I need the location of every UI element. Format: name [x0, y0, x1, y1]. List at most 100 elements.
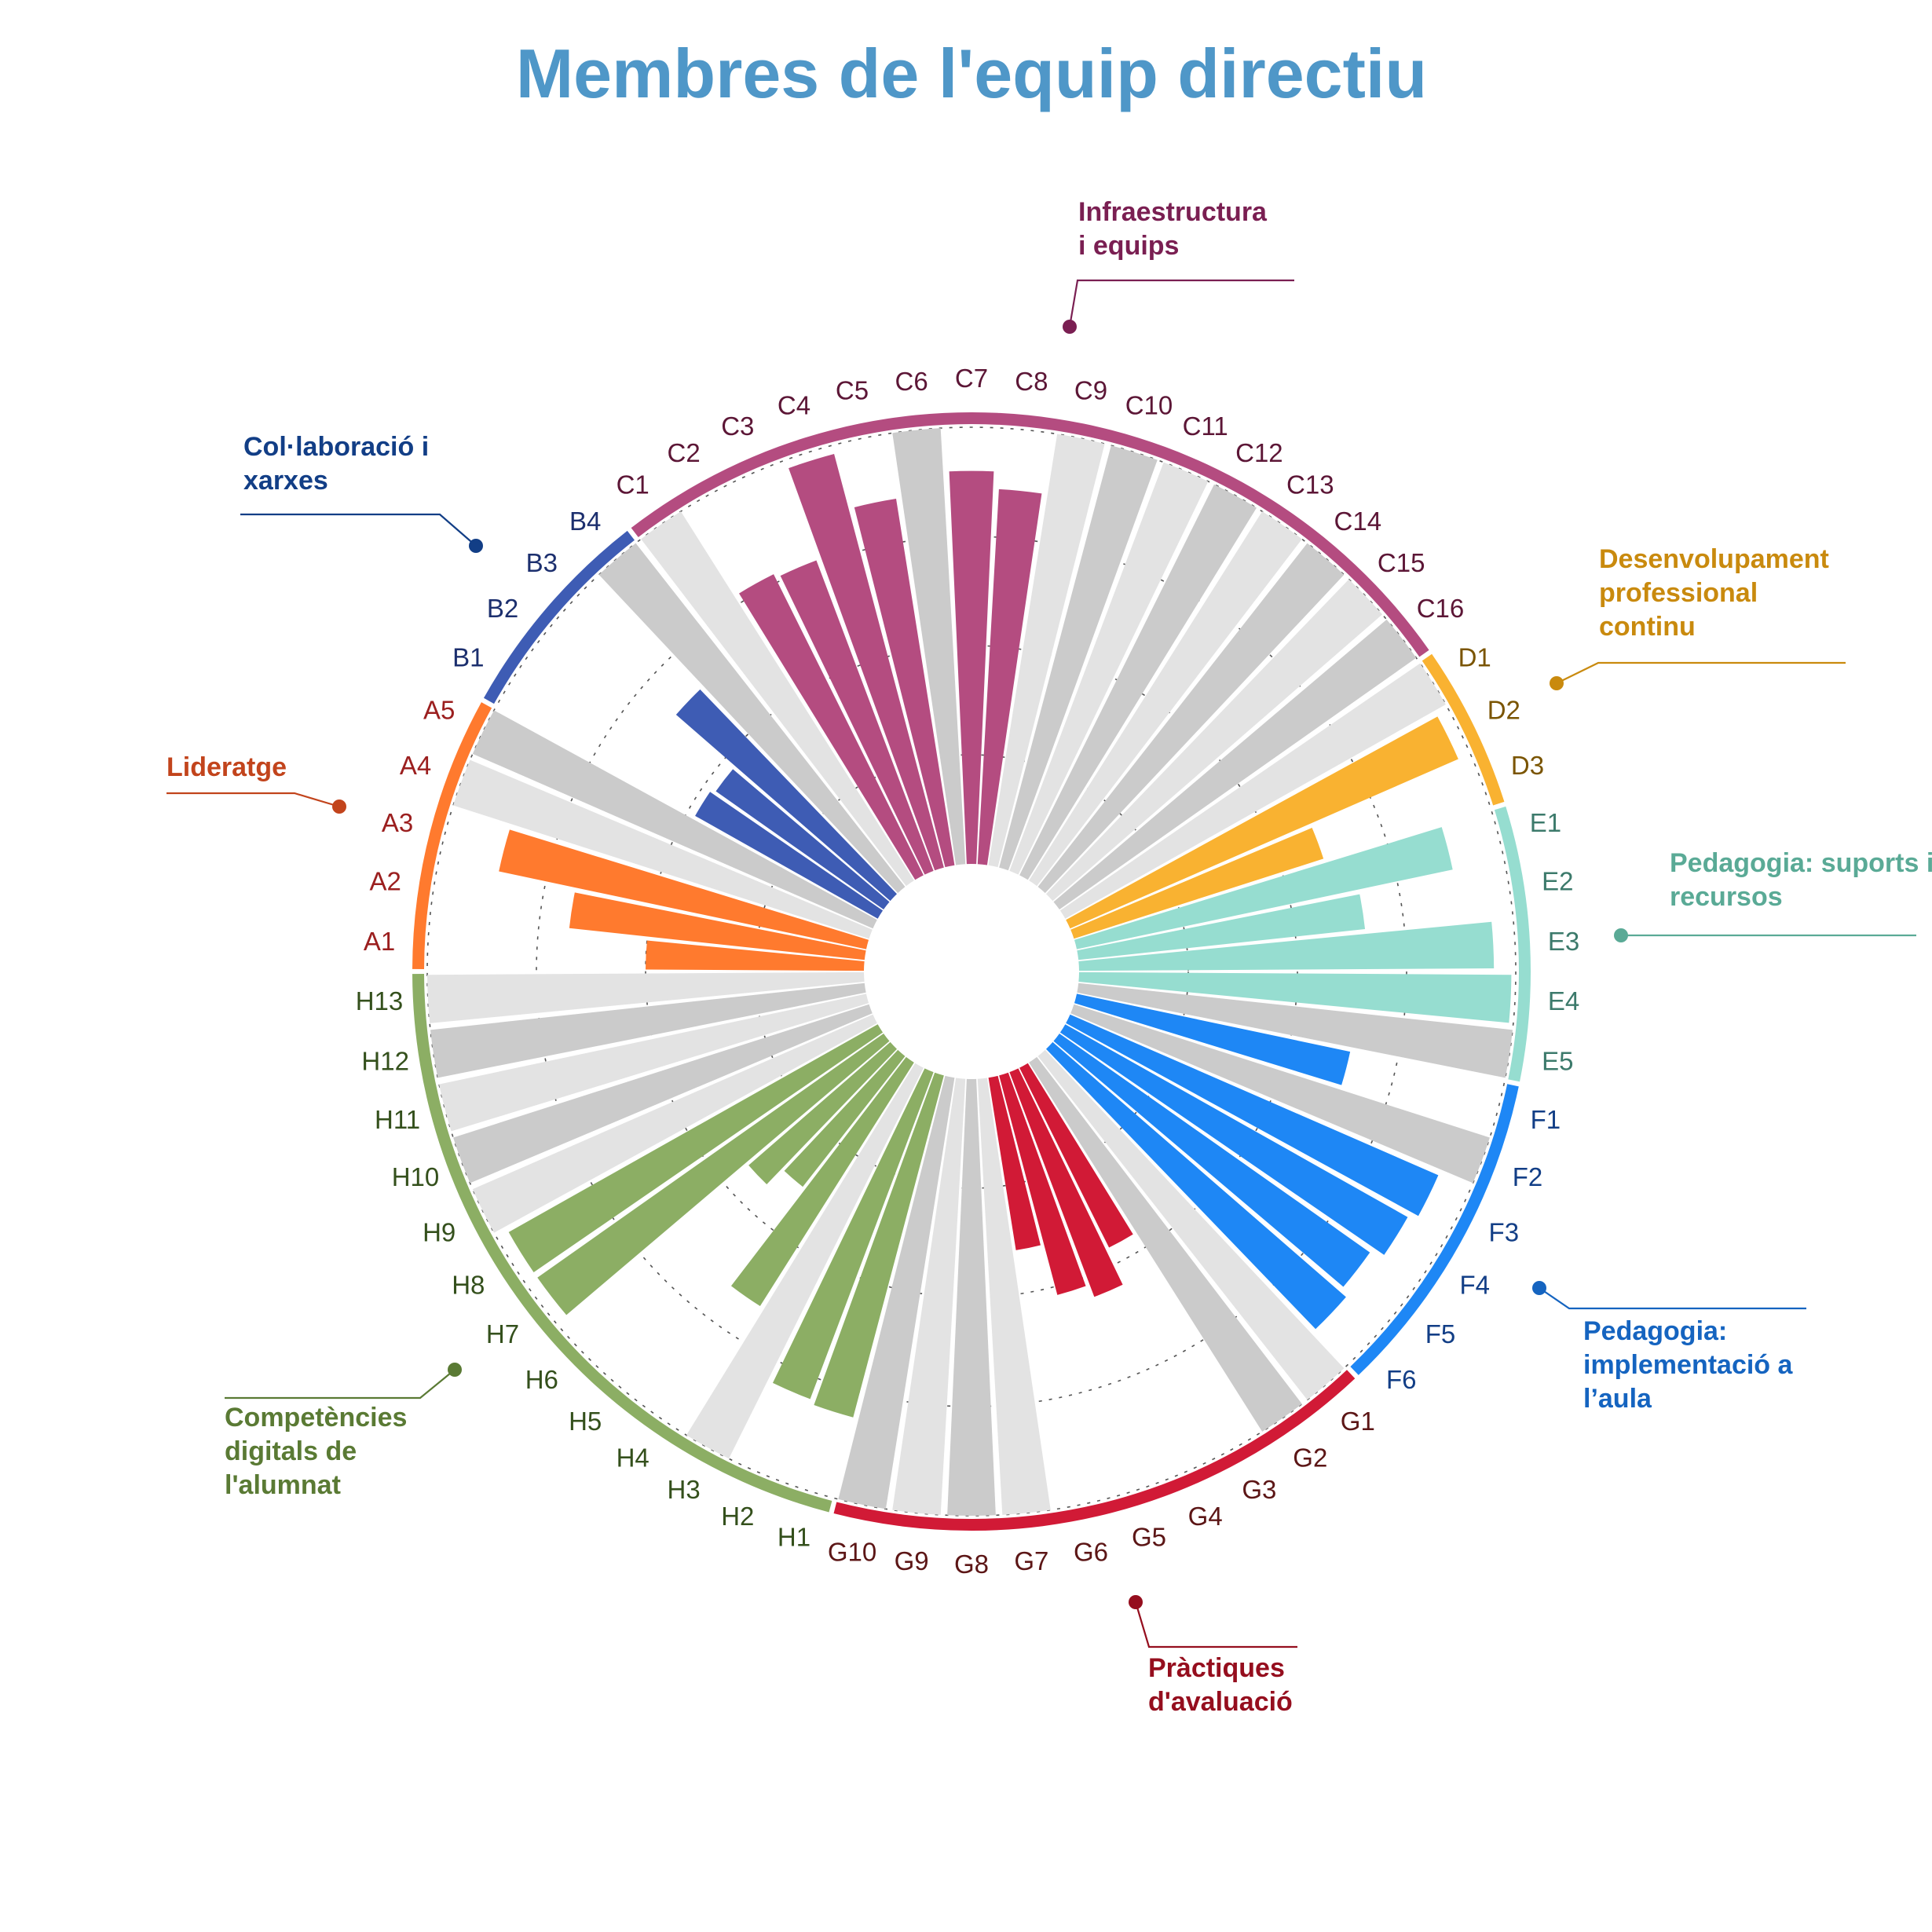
bar-label-C5: C5 [836, 376, 869, 405]
category-label: Competències digitals de l'alumnat [225, 1403, 407, 1500]
bar-D3 [1070, 828, 1324, 939]
bar-E5 [1077, 982, 1513, 1078]
callout-dot [1614, 928, 1628, 942]
bar-F1 [1074, 993, 1351, 1085]
grid-circle [426, 426, 1517, 1517]
bar-C11 [1009, 462, 1209, 875]
bar-label-E2: E2 [1542, 867, 1573, 896]
bar-A3 [499, 829, 869, 950]
bar-label-C12: C12 [1235, 438, 1283, 467]
bar-label-F1: F1 [1531, 1105, 1561, 1134]
bar-label-H7: H7 [486, 1319, 519, 1348]
bar-C7 [949, 470, 994, 865]
bar-label-H5: H5 [569, 1407, 602, 1436]
bar-label-C9: C9 [1074, 376, 1107, 405]
bar-label-H9: H9 [423, 1218, 456, 1247]
bar-label-G10: G10 [828, 1538, 876, 1567]
bar-C14 [1037, 543, 1345, 894]
bar-label-C10: C10 [1125, 391, 1173, 420]
bar-C16 [1053, 619, 1417, 910]
category-ring [833, 1370, 1356, 1531]
category-label: Desenvolupament professional continu [1599, 544, 1829, 642]
bar-label-H2: H2 [721, 1502, 754, 1531]
bar-label-G9: G9 [895, 1546, 929, 1575]
bar-H3 [686, 1063, 924, 1459]
bar-label-A2: A2 [370, 867, 401, 896]
bar-E4 [1078, 971, 1512, 1023]
callout-dot [448, 1363, 462, 1377]
category-label: Lideratge [166, 752, 287, 782]
bar-H2 [772, 1068, 934, 1400]
bar-H13 [427, 971, 865, 1023]
category-ring [412, 974, 832, 1513]
bar-H1 [814, 1072, 944, 1418]
bar-label-E5: E5 [1542, 1046, 1573, 1075]
bar-label-C14: C14 [1334, 507, 1382, 536]
bar-label-H3: H3 [668, 1475, 701, 1504]
bar-label-C7: C7 [955, 364, 988, 393]
bar-label-H8: H8 [452, 1270, 485, 1299]
bar-label-C11: C11 [1183, 412, 1228, 441]
bar-C12 [1019, 484, 1257, 880]
bar-label-A5: A5 [423, 696, 455, 725]
bar-label-G6: G6 [1074, 1538, 1108, 1567]
bar-H12 [430, 982, 866, 1078]
category-labels: Lideratge Col·laboració i xarxes Infraestru… [166, 197, 1932, 1717]
bar-label-F4: F4 [1459, 1270, 1490, 1299]
bar-label-G4: G4 [1188, 1502, 1223, 1531]
bar-label-E4: E4 [1548, 986, 1579, 1015]
bar-C3 [780, 560, 934, 875]
bar-label-F5: F5 [1425, 1319, 1456, 1348]
bar-label-D1: D1 [1458, 643, 1491, 672]
bar-G3 [1019, 1063, 1133, 1248]
bar-C10 [999, 445, 1158, 871]
bar-A2 [569, 892, 866, 961]
bar-G10 [838, 1075, 955, 1509]
bar-D2 [1066, 716, 1458, 929]
bar-label-A4: A4 [400, 751, 431, 780]
bar-C9 [988, 434, 1105, 868]
bar-H8 [508, 1024, 884, 1272]
bar-C1 [641, 511, 914, 887]
bar-G7 [977, 1078, 1051, 1515]
bar-label-F2: F2 [1513, 1162, 1543, 1191]
bar-label-C8: C8 [1015, 367, 1048, 396]
bar-label-F3: F3 [1489, 1218, 1520, 1247]
bar-label-C16: C16 [1417, 594, 1465, 623]
bar-D1 [1059, 663, 1446, 919]
bar-label-C15: C15 [1378, 548, 1425, 577]
bar-label-A1: A1 [364, 927, 395, 956]
bar-label-B4: B4 [569, 507, 601, 536]
bar-label-B1: B1 [452, 643, 484, 672]
bar-label-H13: H13 [356, 986, 404, 1015]
callout-line [240, 513, 477, 547]
bar-B2 [715, 769, 890, 910]
bar-label-G5: G5 [1132, 1522, 1166, 1551]
bar-H7 [537, 1033, 890, 1315]
bar-A1 [646, 940, 865, 971]
bar-label-C1: C1 [617, 470, 649, 499]
callout-line [166, 792, 340, 808]
category-ring [1350, 1084, 1519, 1375]
bar-F3 [1066, 1014, 1439, 1217]
callout-dot [1532, 1281, 1546, 1295]
bar-F2 [1070, 1004, 1490, 1184]
bar-E1 [1074, 827, 1453, 950]
bar-label-G2: G2 [1293, 1444, 1327, 1473]
bar-G8 [947, 1078, 996, 1516]
bar-label-C6: C6 [895, 367, 928, 396]
bar-A5 [472, 710, 877, 929]
callout-line [1134, 1601, 1297, 1648]
bar-label-E3: E3 [1548, 927, 1579, 956]
bar-C6 [892, 428, 966, 865]
category-ring [1422, 653, 1505, 806]
bar-label-B3: B3 [526, 548, 558, 577]
bar-C4 [789, 453, 944, 871]
bar-label-D3: D3 [1511, 751, 1544, 780]
bar-label-H10: H10 [392, 1162, 440, 1191]
bar-B3 [675, 689, 898, 902]
category-label: Pedagogia: implementació a l’aula [1583, 1316, 1794, 1414]
callout-line [1539, 1287, 1806, 1310]
bar-G1 [1037, 1049, 1345, 1400]
